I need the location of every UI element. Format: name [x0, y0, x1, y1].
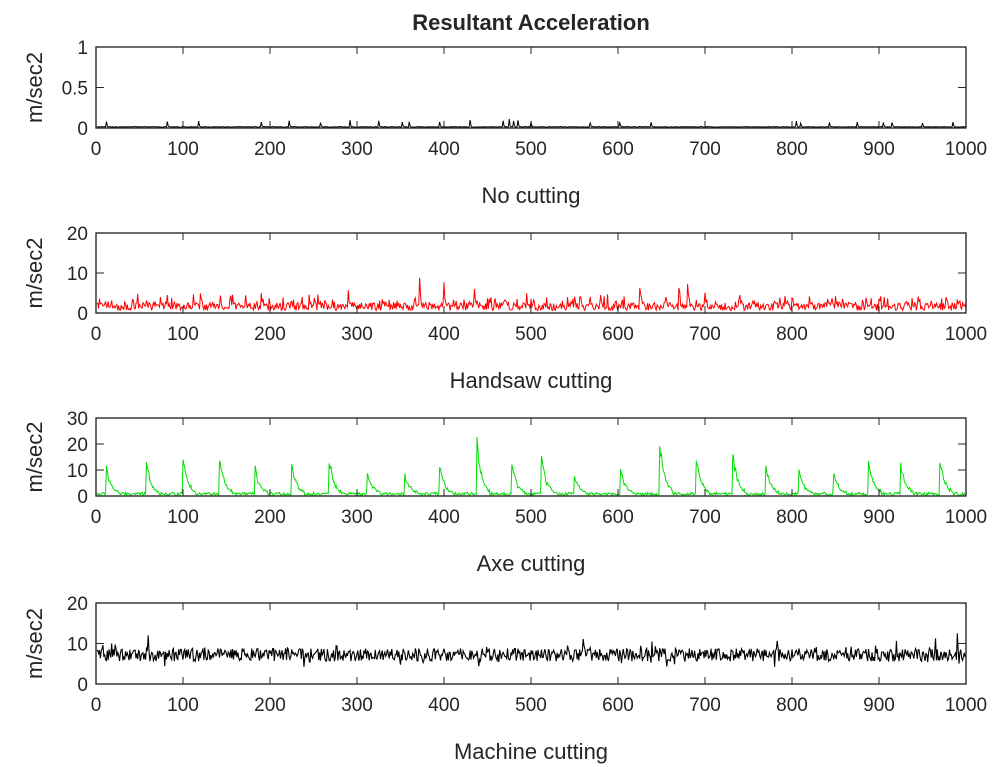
y-tick-label: 0	[77, 119, 88, 140]
x-tick-label: 400	[428, 324, 460, 345]
subplot-1: 0 100 200 300 400 500 600 700 800 900 1000 0 0.5 1 No …	[22, 38, 987, 208]
series-line	[96, 633, 967, 667]
x-tick-label: 300	[341, 324, 373, 345]
x-tick-label: 800	[776, 695, 808, 716]
x-tick-label: 200	[254, 139, 286, 160]
y-tick-label: 20	[67, 224, 88, 245]
y-tick-label: 20	[67, 594, 88, 615]
x-tick-label: 500	[515, 695, 547, 716]
x-tick-label: 400	[428, 139, 460, 160]
x-tick-label: 700	[689, 324, 721, 345]
y-tick-label: 0	[77, 675, 88, 696]
y-tick-label: 10	[67, 635, 88, 656]
y-axis-label: m/sec2	[22, 608, 47, 679]
x-tick-label: 0	[91, 695, 102, 716]
y-tick-label: 10	[67, 264, 88, 285]
x-tick-label: 100	[167, 139, 199, 160]
x-tick-label: 200	[254, 507, 286, 528]
y-tick-label: 10	[67, 461, 88, 482]
y-axis-label: m/sec2	[22, 238, 47, 309]
x-axis-label: Handsaw cutting	[450, 368, 613, 393]
x-axis-label: No cutting	[481, 183, 580, 208]
y-tick-label: 1	[77, 38, 88, 59]
series-line	[96, 277, 967, 313]
x-tick-label: 1000	[945, 507, 987, 528]
x-tick-label: 800	[776, 507, 808, 528]
x-tick-label: 600	[602, 139, 634, 160]
x-axis-label: Axe cutting	[477, 551, 586, 576]
figure-title: Resultant Acceleration	[412, 10, 650, 35]
x-tick-label: 1000	[945, 139, 987, 160]
x-tick-label: 300	[341, 139, 373, 160]
x-tick-label: 1000	[945, 324, 987, 345]
subplot-4: 0 100 200 300 400 500 600 700 800 900 1000 0 10 20 Mac…	[22, 594, 987, 764]
x-tick-label: 300	[341, 695, 373, 716]
subplot-3: 0 100 200 300 400 500 600 700 800 900 1000 0 10 20 30 A…	[22, 409, 987, 576]
axes-box	[95, 46, 967, 129]
x-tick-label: 600	[602, 695, 634, 716]
y-tick-label: 0	[77, 487, 88, 508]
x-tick-label: 900	[863, 507, 895, 528]
x-tick-label: 700	[689, 507, 721, 528]
y-tick-label: 0	[77, 304, 88, 325]
x-tick-label: 900	[863, 139, 895, 160]
x-tick-label: 700	[689, 695, 721, 716]
x-tick-label: 0	[91, 507, 102, 528]
x-tick-label: 100	[167, 507, 199, 528]
x-tick-label: 0	[91, 139, 102, 160]
y-tick-label: 30	[67, 409, 88, 430]
axes-box	[95, 602, 967, 685]
x-tick-label: 600	[602, 324, 634, 345]
x-tick-label: 0	[91, 324, 102, 345]
x-tick-label: 600	[602, 507, 634, 528]
x-tick-label: 400	[428, 695, 460, 716]
x-tick-label: 100	[167, 695, 199, 716]
x-tick-label: 900	[863, 324, 895, 345]
y-tick-label: 20	[67, 435, 88, 456]
subplot-panels: 0 100 200 300 400 500 600 700 800 900 100000.51No …	[22, 38, 987, 764]
x-tick-label: 500	[515, 324, 547, 345]
x-tick-label: 1000	[945, 695, 987, 716]
x-axis-label: Machine cutting	[454, 739, 608, 764]
x-tick-label: 500	[515, 139, 547, 160]
x-tick-label: 200	[254, 695, 286, 716]
subplot-2: 0 100 200 300 400 500 600 700 800 900 1000 0 10 20 Han…	[22, 224, 987, 393]
x-tick-label: 900	[863, 695, 895, 716]
y-axis-label: m/sec2	[22, 52, 47, 123]
x-tick-label: 200	[254, 324, 286, 345]
x-tick-label: 800	[776, 324, 808, 345]
x-tick-label: 100	[167, 324, 199, 345]
x-tick-label: 400	[428, 507, 460, 528]
x-tick-label: 500	[515, 507, 547, 528]
x-tick-label: 300	[341, 507, 373, 528]
y-axis-label: m/sec2	[22, 422, 47, 493]
x-tick-label: 800	[776, 139, 808, 160]
y-tick-label: 0.5	[62, 79, 88, 100]
x-tick-label: 700	[689, 139, 721, 160]
